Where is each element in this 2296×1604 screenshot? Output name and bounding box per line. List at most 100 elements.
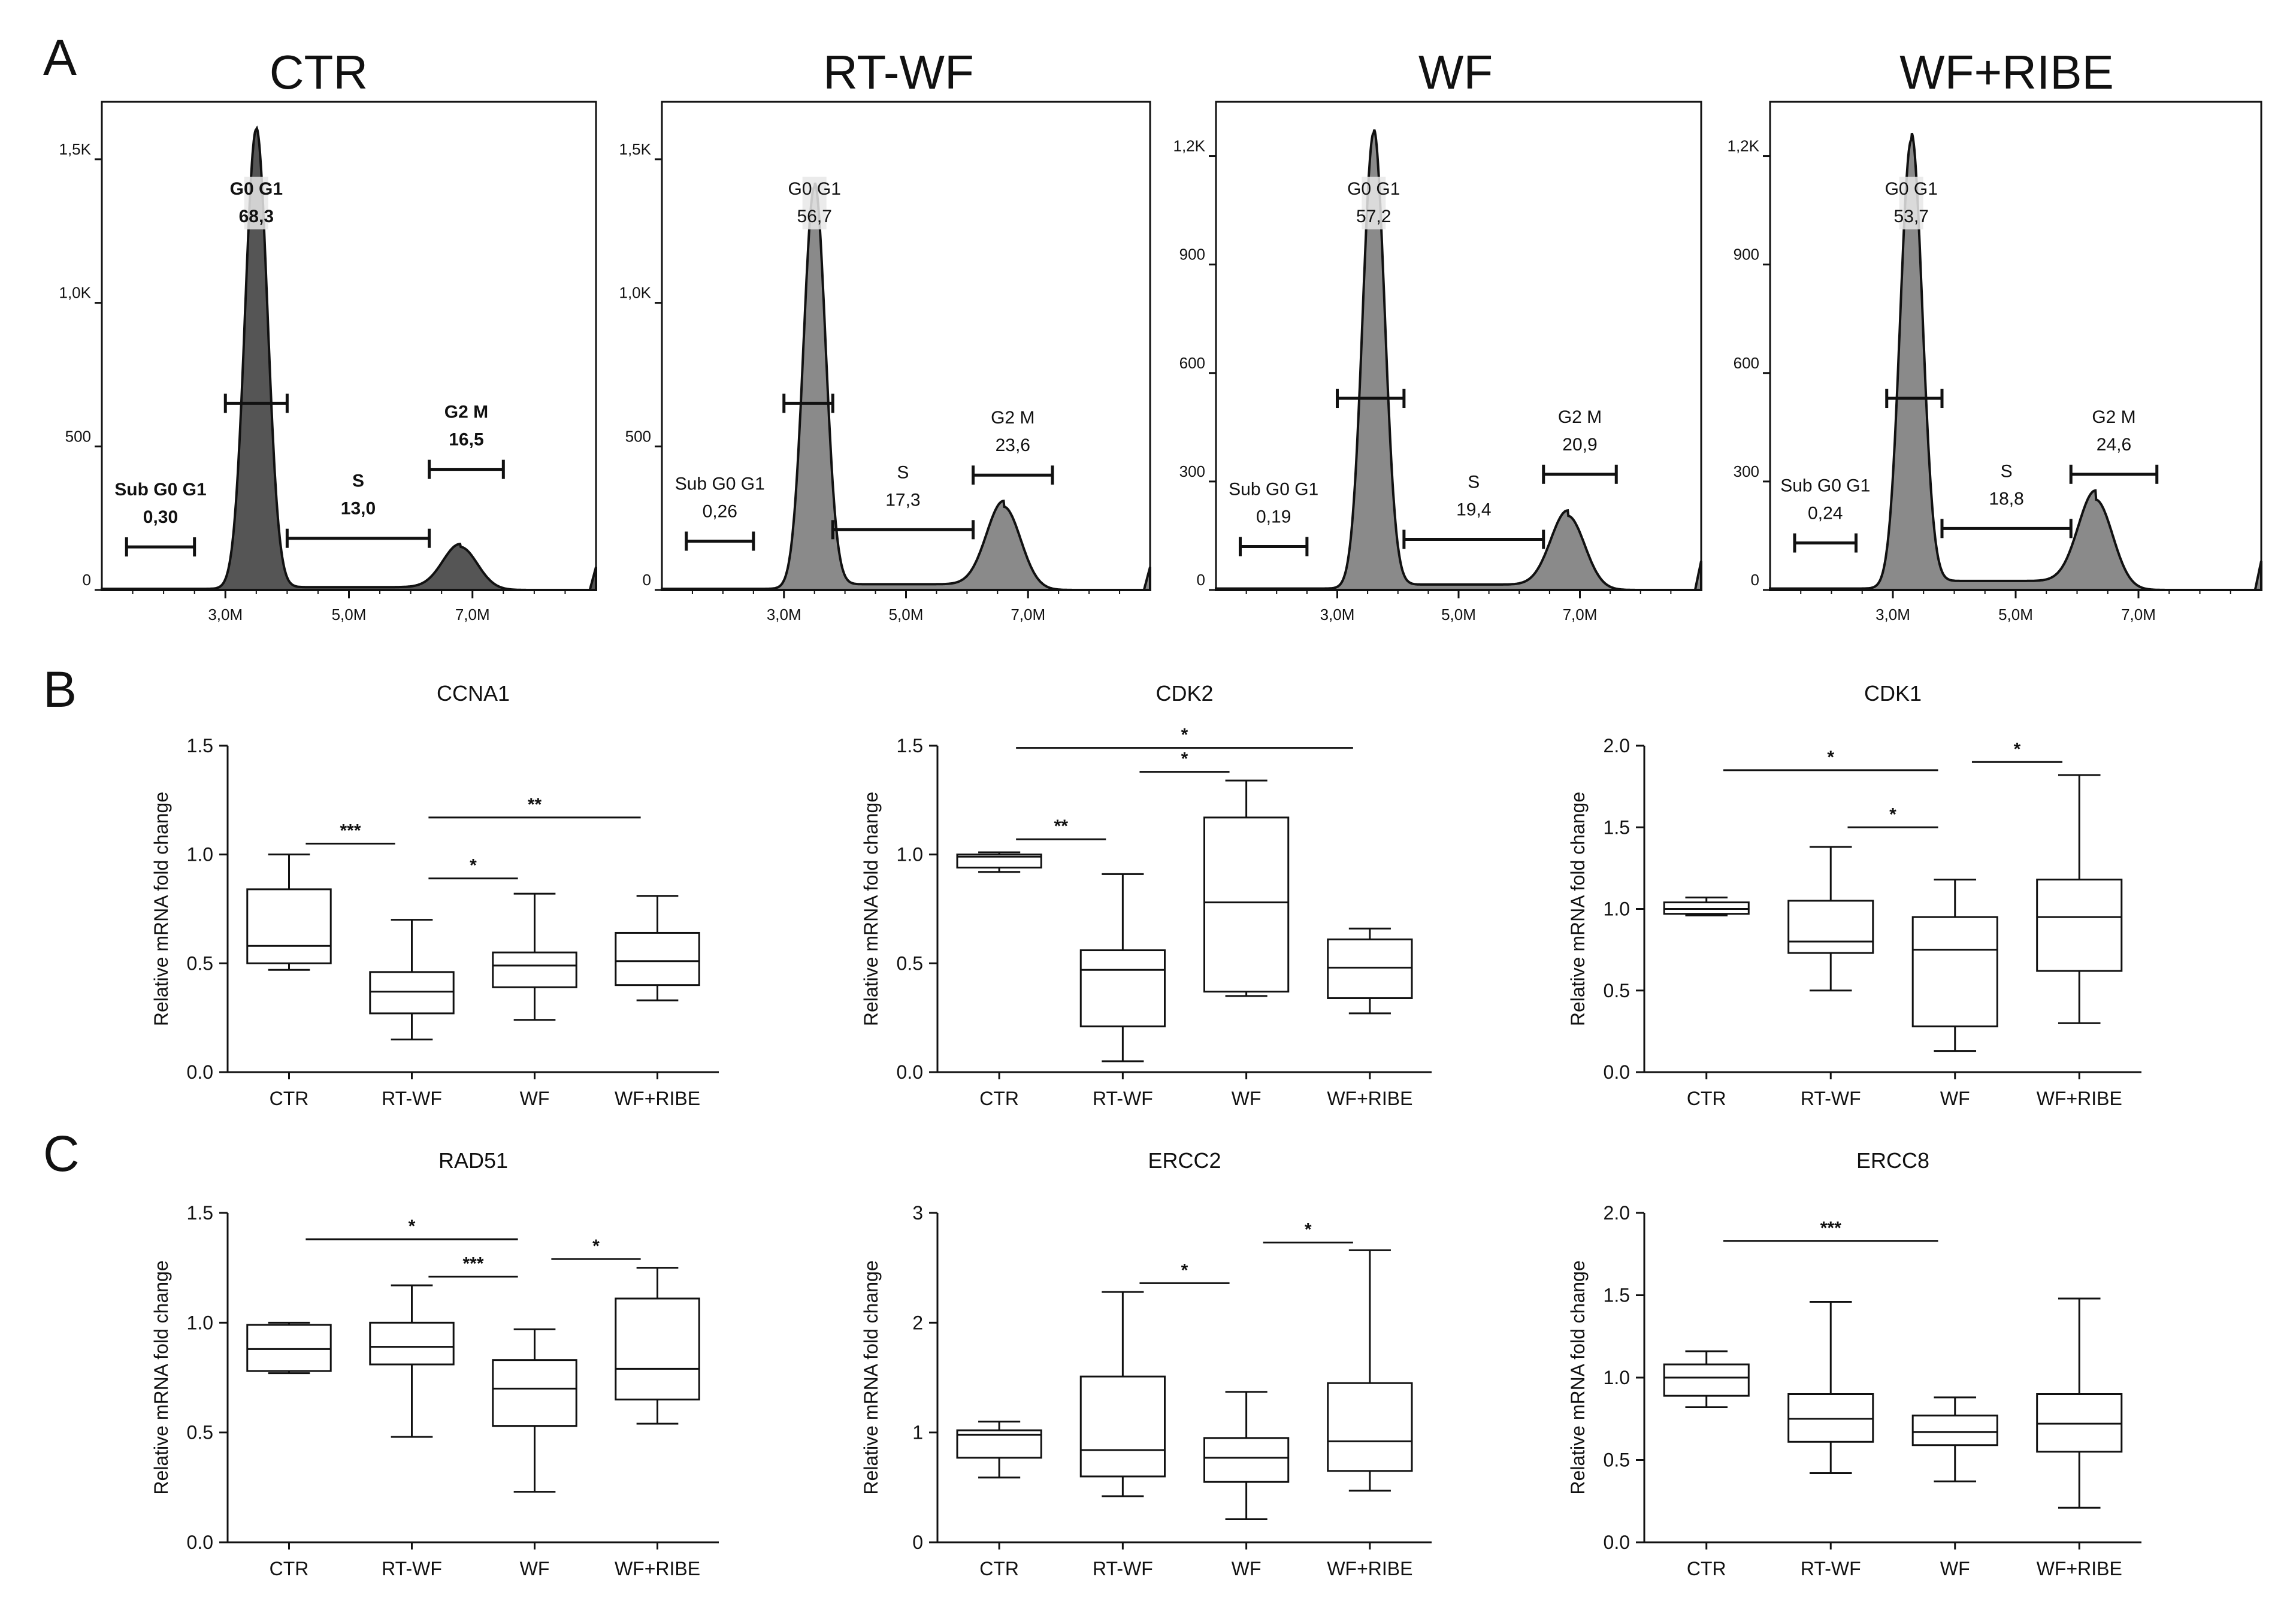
x-tick-label: CTR xyxy=(1687,1558,1726,1579)
gate-value: 20,9 xyxy=(1562,435,1597,455)
gate-name: S xyxy=(2001,461,2013,481)
x-tick-label: 7,0M xyxy=(1563,606,1598,624)
significance-label: * xyxy=(1181,725,1188,745)
significance-bracket: ** xyxy=(1016,816,1106,840)
gate-g0-g1: G0 G1 57,2 xyxy=(1336,177,1406,408)
y-tick-label: 1.5 xyxy=(897,735,923,756)
x-tick-label: 7,0M xyxy=(1011,606,1045,624)
significance-label: * xyxy=(592,1236,600,1256)
gate-value: 24,6 xyxy=(2097,435,2131,455)
box-iqr xyxy=(1663,1363,1750,1397)
y-tick-label: 0.0 xyxy=(187,1061,213,1083)
significance-label: * xyxy=(1305,1220,1312,1240)
box-iqr xyxy=(956,854,1042,868)
y-axis-label: Relative mRNA fold change xyxy=(150,1260,172,1494)
y-tick-label: 1.0 xyxy=(187,1312,213,1333)
x-tick-label: CTR xyxy=(270,1088,309,1109)
y-tick-label: 1,5K xyxy=(619,140,652,158)
y-axis-label: Relative mRNA fold change xyxy=(1567,1260,1589,1494)
gate-name: Sub G0 G1 xyxy=(1229,480,1318,500)
x-tick-label: WF+RIBE xyxy=(615,1088,700,1109)
x-tick-label: RT-WF xyxy=(1093,1088,1153,1109)
box-ctr xyxy=(1663,896,1750,916)
boxplot-ercc2: ERCC2 0 1 2 3 Relative mRNA fold change CTR RT-… xyxy=(860,1148,1432,1579)
boxplot-title: RAD51 xyxy=(438,1148,508,1173)
gate-s: S 19,4 xyxy=(1402,472,1545,549)
box-wf-ribe xyxy=(615,895,700,1001)
y-tick-label: 2.0 xyxy=(1604,735,1630,756)
y-axis-label: Relative mRNA fold change xyxy=(1567,792,1589,1026)
gate-g0-g1: G0 G1 56,7 xyxy=(782,177,841,413)
box-wf xyxy=(1203,1391,1290,1520)
y-tick-label: 0.0 xyxy=(1604,1061,1630,1083)
gate-sub-g0-g1: Sub G0 G1 0,24 xyxy=(1780,476,1870,553)
y-tick-label: 1.5 xyxy=(1604,1285,1630,1306)
y-tick-label: 500 xyxy=(65,427,91,445)
x-tick-label: CTR xyxy=(1687,1088,1726,1109)
y-tick-label: 0.5 xyxy=(1604,980,1630,1001)
gate-value: 68,3 xyxy=(239,207,274,226)
x-tick-label: 5,0M xyxy=(889,606,924,624)
x-tick-label: 5,0M xyxy=(1441,606,1476,624)
box-iqr xyxy=(1203,1437,1290,1483)
y-tick-label: 900 xyxy=(1734,246,1759,264)
x-tick-label: RT-WF xyxy=(382,1558,442,1579)
label-backdrop xyxy=(244,177,268,229)
gate-s: S 13,0 xyxy=(285,471,431,548)
x-tick-label: CTR xyxy=(979,1088,1019,1109)
gate-name: S xyxy=(352,471,364,491)
gate-name: G0 G1 xyxy=(1885,179,1938,199)
histogram-title: WF xyxy=(1418,46,1493,99)
significance-bracket: * xyxy=(1139,1260,1230,1284)
plot-frame xyxy=(1769,101,2262,591)
box-rt-wf xyxy=(1787,1301,1874,1474)
box-wf-ribe xyxy=(2036,1297,2123,1509)
gate-value: 19,4 xyxy=(1456,500,1491,519)
y-tick-label: 0 xyxy=(1197,571,1205,589)
y-tick-label: 3 xyxy=(912,1202,923,1224)
gate-name: G0 G1 xyxy=(1347,179,1400,199)
y-tick-label: 0 xyxy=(1751,571,1759,589)
panel-label-a: A xyxy=(43,29,77,86)
histogram-title: RT-WF xyxy=(823,46,974,99)
gate-name: G2 M xyxy=(444,402,488,422)
x-tick-label: WF+RIBE xyxy=(615,1558,700,1579)
histogram-curve xyxy=(101,125,597,591)
boxplot-title: CDK1 xyxy=(1864,681,1922,706)
y-tick-label: 1,5K xyxy=(59,140,92,158)
box-iqr xyxy=(1079,949,1166,1028)
boxplot-rad51: RAD51 0.0 0.5 1.0 1.5 Relative mRNA fold chan… xyxy=(150,1148,719,1579)
box-iqr xyxy=(615,931,700,986)
x-tick-label: RT-WF xyxy=(382,1088,442,1109)
box-iqr xyxy=(2036,878,2123,972)
box-ctr xyxy=(956,851,1042,873)
histogram-4: WF+RIBE 0 300 600 900 1,2K 3,0M 5,0M 7,0M Sub G0 … xyxy=(1728,46,2262,624)
y-tick-label: 1,2K xyxy=(1173,137,1206,155)
box-ctr xyxy=(246,1321,332,1375)
significance-bracket: * xyxy=(1723,747,1938,771)
y-tick-label: 0.5 xyxy=(897,952,923,974)
histogram-3: WF 0 300 600 900 1,2K 3,0M 5,0M 7,0M Sub G0 G1 0,1… xyxy=(1173,46,1702,624)
y-axis-label: Relative mRNA fold change xyxy=(860,1260,882,1494)
x-tick-label: WF xyxy=(520,1558,550,1579)
charts-container: CTR 0 500 1,0K 1,5K 3,0M 5,0M 7,0M Sub G0 G1 0,30… xyxy=(59,46,2262,1579)
gate-name: G2 M xyxy=(991,408,1034,428)
y-tick-label: 1.0 xyxy=(1604,1367,1630,1388)
gate-name: G0 G1 xyxy=(230,179,283,199)
significance-label: * xyxy=(1181,749,1188,769)
gate-value: 57,2 xyxy=(1356,207,1391,226)
gate-value: 0,30 xyxy=(143,507,178,527)
y-tick-label: 0.5 xyxy=(1604,1449,1630,1471)
box-iqr xyxy=(1911,1414,1998,1446)
y-axis-label: Relative mRNA fold change xyxy=(150,792,172,1026)
y-tick-label: 0.0 xyxy=(897,1061,923,1083)
gate-g0-g1: G0 G1 68,3 xyxy=(223,177,289,413)
x-tick-label: 3,0M xyxy=(1875,606,1910,624)
x-tick-label: WF xyxy=(1940,1558,1970,1579)
box-ctr xyxy=(956,1420,1042,1479)
x-tick-label: WF xyxy=(1232,1558,1262,1579)
y-tick-label: 0.5 xyxy=(187,952,213,974)
y-tick-label: 1.5 xyxy=(187,735,213,756)
panel-label-b: B xyxy=(43,661,77,718)
gate-g2-m: G2 M 20,9 xyxy=(1542,407,1618,484)
